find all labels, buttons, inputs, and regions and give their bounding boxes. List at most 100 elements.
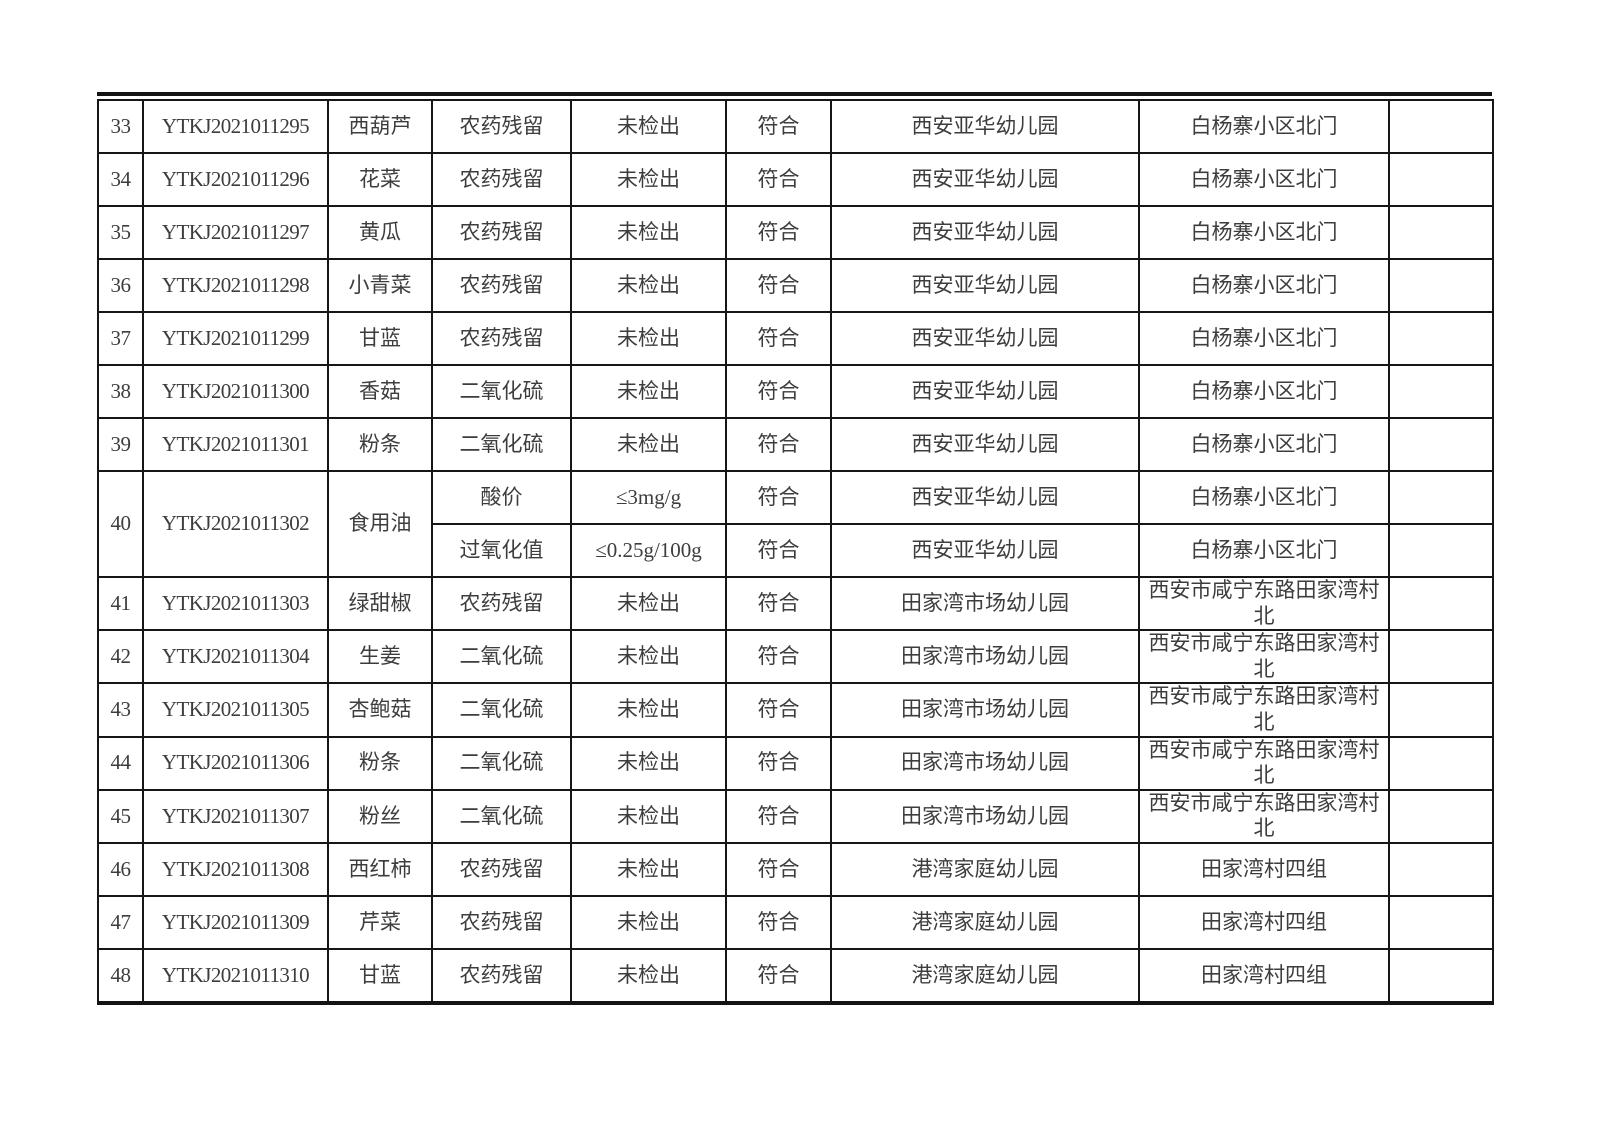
- cell-test-item: 二氧化硫: [431, 629, 572, 685]
- cell-address: 西安市咸宁东路田家湾村北: [1138, 575, 1390, 632]
- cell-remark: [1388, 948, 1494, 1005]
- cell-organization: 西安亚华幼儿园: [830, 364, 1140, 419]
- cell-sample-id: YTKJ2021011304: [142, 629, 329, 685]
- cell-address: 白杨寨小区北门: [1138, 205, 1390, 260]
- table-row: 38 YTKJ2021011300 香菇 二氧化硫 未检出 符合 西安亚华幼儿园 白杨寨小区北…: [97, 364, 1494, 419]
- cell-index: 33: [97, 99, 144, 154]
- cell-sample-id: YTKJ2021011298: [142, 258, 329, 313]
- cell-remark: [1388, 895, 1494, 951]
- cell-test-item: 农药残留: [431, 99, 572, 154]
- cell-sample-name: 粉条: [327, 417, 433, 472]
- table-body: 33 YTKJ2021011295 西葫芦 农药残留 未检出 符合 西安亚华幼儿园 白杨寨小区…: [97, 99, 1494, 1005]
- cell-result: 未检出: [570, 205, 727, 260]
- cell-organization: 西安亚华幼儿园: [830, 417, 1140, 472]
- cell-address: 西安市咸宁东路田家湾村北: [1138, 682, 1390, 738]
- cell-sample-name: 食用油: [327, 470, 433, 578]
- table-row: 37 YTKJ2021011299 甘蓝 农药残留 未检出 符合 西安亚华幼儿园 白杨寨小区北…: [97, 311, 1494, 366]
- cell-sample-id: YTKJ2021011308: [142, 842, 329, 898]
- cell-conclusion: 符合: [725, 258, 832, 313]
- cell-sample-id: YTKJ2021011309: [142, 895, 329, 951]
- cell-test-item: 农药残留: [431, 948, 572, 1005]
- cell-sample-name: 生姜: [327, 629, 433, 685]
- cell-conclusion: 符合: [725, 895, 832, 951]
- cell-test-item: 二氧化硫: [431, 417, 572, 472]
- table-row: 46 YTKJ2021011308 西红柿 农药残留 未检出 符合 港湾家庭幼儿园 田家湾村四…: [97, 842, 1494, 898]
- cell-organization: 西安亚华幼儿园: [830, 470, 1140, 525]
- cell-address: 白杨寨小区北门: [1138, 417, 1390, 472]
- cell-index: 45: [97, 788, 144, 845]
- cell-result: 未检出: [570, 629, 727, 685]
- table-row: 41 YTKJ2021011303 绿甜椒 农药残留 未检出 符合 田家湾市场幼儿园 西安市咸…: [97, 575, 1494, 632]
- cell-sample-id: YTKJ2021011302: [142, 470, 329, 578]
- cell-conclusion: 符合: [725, 629, 832, 685]
- inspection-results-table: 33 YTKJ2021011295 西葫芦 农药残留 未检出 符合 西安亚华幼儿园 白杨寨小区…: [97, 99, 1494, 1006]
- cell-organization: 西安亚华幼儿园: [830, 258, 1140, 313]
- cell-test-item: 二氧化硫: [431, 364, 572, 419]
- cell-test-item: 农药残留: [431, 311, 572, 366]
- cell-index: 42: [97, 629, 144, 685]
- cell-address: 田家湾村四组: [1138, 842, 1390, 898]
- cell-conclusion: 符合: [725, 470, 832, 525]
- cell-index: 46: [97, 842, 144, 898]
- cell-test-item: 农药残留: [431, 152, 572, 207]
- cell-sample-name: 粉丝: [327, 788, 433, 845]
- table-row: 35 YTKJ2021011297 黄瓜 农药残留 未检出 符合 西安亚华幼儿园 白杨寨小区北…: [97, 205, 1494, 260]
- cell-test-item: 农药残留: [431, 842, 572, 898]
- cell-address: 田家湾村四组: [1138, 895, 1390, 951]
- cell-organization: 西安亚华幼儿园: [830, 311, 1140, 366]
- cell-result: 未检出: [570, 99, 727, 154]
- cell-organization: 港湾家庭幼儿园: [830, 948, 1140, 1005]
- cell-address: 白杨寨小区北门: [1138, 258, 1390, 313]
- cell-sample-id: YTKJ2021011297: [142, 205, 329, 260]
- table-row: 33 YTKJ2021011295 西葫芦 农药残留 未检出 符合 西安亚华幼儿园 白杨寨小区…: [97, 99, 1494, 154]
- cell-remark: [1388, 788, 1494, 845]
- cell-address: 西安市咸宁东路田家湾村北: [1138, 629, 1390, 685]
- cell-conclusion: 符合: [725, 364, 832, 419]
- cell-conclusion: 符合: [725, 842, 832, 898]
- cell-conclusion: 符合: [725, 682, 832, 738]
- cell-remark: [1388, 575, 1494, 632]
- cell-conclusion: 符合: [725, 152, 832, 207]
- cell-conclusion: 符合: [725, 99, 832, 154]
- cell-remark: [1388, 629, 1494, 685]
- cell-remark: [1388, 735, 1494, 791]
- cell-sample-name: 黄瓜: [327, 205, 433, 260]
- cell-test-item: 农药残留: [431, 258, 572, 313]
- cell-sample-id: YTKJ2021011301: [142, 417, 329, 472]
- cell-organization: 港湾家庭幼儿园: [830, 895, 1140, 951]
- cell-remark: [1388, 152, 1494, 207]
- cell-result: 未检出: [570, 842, 727, 898]
- cell-result: 未检出: [570, 895, 727, 951]
- cell-test-item: 二氧化硫: [431, 682, 572, 738]
- cell-sample-id: YTKJ2021011306: [142, 735, 329, 791]
- cell-organization: 西安亚华幼儿园: [830, 152, 1140, 207]
- cell-sample-name: 花菜: [327, 152, 433, 207]
- cell-remark: [1388, 842, 1494, 898]
- cell-remark: [1388, 99, 1494, 154]
- table-row: 39 YTKJ2021011301 粉条 二氧化硫 未检出 符合 西安亚华幼儿园 白杨寨小区北…: [97, 417, 1494, 472]
- cell-address: 白杨寨小区北门: [1138, 152, 1390, 207]
- cell-test-item: 酸价: [431, 470, 572, 525]
- table-row: 44 YTKJ2021011306 粉条 二氧化硫 未检出 符合 田家湾市场幼儿园 西安市咸宁…: [97, 735, 1494, 791]
- cell-result: ≤3mg/g: [570, 470, 727, 525]
- table-row: 34 YTKJ2021011296 花菜 农药残留 未检出 符合 西安亚华幼儿园 白杨寨小区北…: [97, 152, 1494, 207]
- cell-index: 43: [97, 682, 144, 738]
- cell-test-item: 农药残留: [431, 895, 572, 951]
- cell-sample-name: 香菇: [327, 364, 433, 419]
- cell-conclusion: 符合: [725, 948, 832, 1005]
- cell-address: 白杨寨小区北门: [1138, 523, 1390, 578]
- cell-remark: [1388, 364, 1494, 419]
- cell-sample-name: 西葫芦: [327, 99, 433, 154]
- cell-remark: [1388, 470, 1494, 525]
- cell-conclusion: 符合: [725, 205, 832, 260]
- cell-test-item: 二氧化硫: [431, 788, 572, 845]
- table-row: 40 YTKJ2021011302 食用油 酸价 ≤3mg/g 符合 西安亚华幼儿园 白杨寨小…: [97, 470, 1494, 578]
- cell-sample-id: YTKJ2021011296: [142, 152, 329, 207]
- cell-result: 未检出: [570, 735, 727, 791]
- table-row: 过氧化值 ≤0.25g/100g 符合 西安亚华幼儿园 白杨寨小区北门: [98, 523, 1494, 578]
- cell-index: 39: [97, 417, 144, 472]
- cell-organization: 西安亚华幼儿园: [830, 523, 1140, 578]
- cell-address: 西安市咸宁东路田家湾村北: [1138, 788, 1390, 845]
- cell-sample-id: YTKJ2021011295: [142, 99, 329, 154]
